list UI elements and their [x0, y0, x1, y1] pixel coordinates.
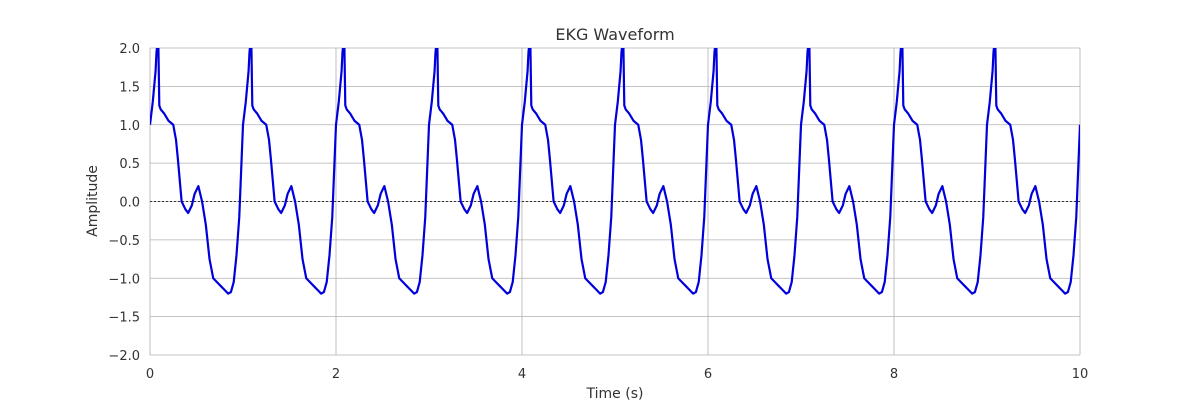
x-tick-label: 8	[890, 367, 898, 382]
x-tick-label: 2	[332, 367, 340, 382]
x-tick-label: 0	[146, 367, 154, 382]
x-axis-label: Time (s)	[586, 386, 644, 400]
y-tick-label: 0.5	[119, 157, 140, 172]
chart-title: EKG Waveform	[555, 25, 674, 44]
y-tick-label: 1.5	[119, 80, 140, 95]
y-tick-label: 2.0	[119, 42, 140, 57]
x-tick-label: 10	[1072, 367, 1089, 382]
x-tick-label: 6	[704, 367, 712, 382]
y-axis-label: Amplitude	[85, 165, 101, 237]
y-tick-label: 1.0	[119, 119, 140, 134]
y-tick-label: −1.0	[108, 272, 140, 287]
y-tick-label: −2.0	[108, 349, 140, 364]
y-tick-label: 0.0	[119, 196, 140, 211]
series-line-ekg	[150, 48, 1080, 295]
y-tick-label: −1.5	[108, 311, 140, 326]
x-tick-label: 4	[518, 367, 526, 382]
y-tick-label: −0.5	[108, 234, 140, 249]
y-tick-labels: −2.0 −1.5 −1.0 −0.5 0.0 0.5 1.0 1.5 2.0	[108, 42, 140, 364]
x-tick-labels: 0 2 4 6 8 10	[146, 367, 1088, 382]
